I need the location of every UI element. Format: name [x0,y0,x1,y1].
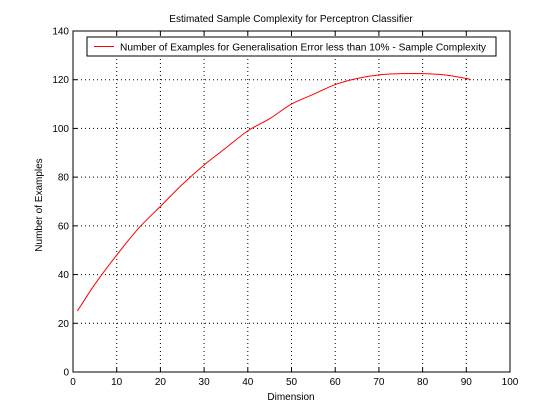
x-tick-label: 60 [330,377,342,388]
x-tick-label: 20 [155,377,167,388]
x-tick-label: 100 [502,377,519,388]
legend-box [86,36,497,57]
legend-label: Number of Examples for Generalisation Er… [120,43,486,54]
series-line-0 [76,72,471,312]
y-tick-label: 100 [52,124,69,135]
series-layer [76,72,471,312]
x-tick-label: 70 [373,377,385,388]
x-axis: 0 10 20 30 40 50 60 70 80 90 100 [70,31,519,388]
y-tick-label: 80 [58,173,70,184]
y-tick-label: 60 [58,221,70,232]
x-tick-label: 0 [70,377,76,388]
x-axis-label: Dimension [267,392,314,403]
y-axis-label: Number of Examples [34,158,45,251]
x-tick-label: 80 [417,377,429,388]
x-tick-label: 40 [242,377,254,388]
y-tick-label: 0 [63,368,69,379]
y-tick-label: 20 [58,319,70,330]
y-axis: 0 20 40 60 80 100 120 140 [52,27,510,379]
x-tick-label: 10 [111,377,123,388]
y-tick-label: 120 [52,75,69,86]
legend: Number of Examples for Generalisation Er… [86,36,497,57]
y-tick-label: 140 [52,27,69,38]
y-tick-label: 40 [58,270,70,281]
x-tick-label: 30 [199,377,211,388]
x-tick-label: 50 [286,377,298,388]
chart-title: Estimated Sample Complexity for Perceptr… [169,14,413,25]
grid [73,31,510,372]
x-tick-label: 90 [461,377,473,388]
